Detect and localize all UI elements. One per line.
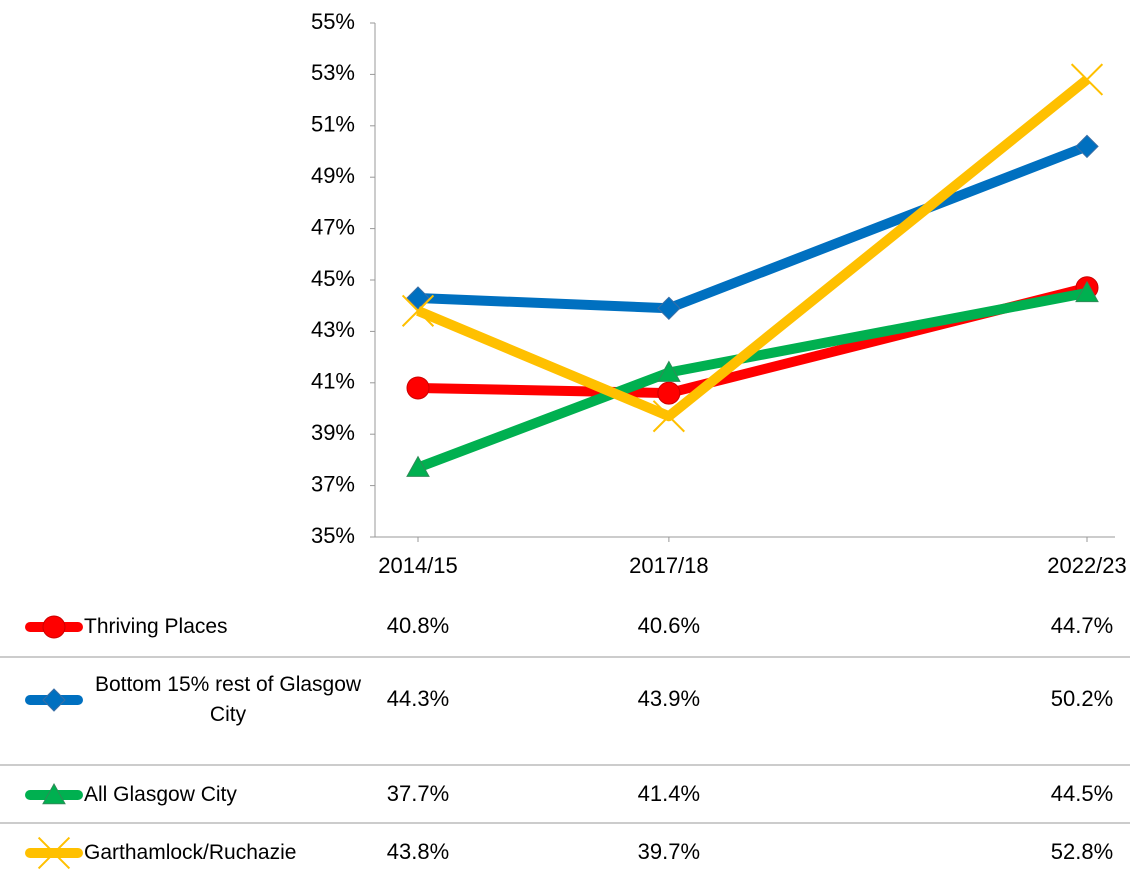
table-value: 52.8% bbox=[1051, 839, 1113, 864]
series-line bbox=[416, 75, 1091, 422]
y-tick-label: 47% bbox=[311, 214, 355, 239]
y-tick-label: 55% bbox=[311, 9, 355, 34]
table-value: 44.3% bbox=[387, 686, 449, 711]
legend-marker bbox=[42, 782, 66, 805]
data-point bbox=[657, 381, 681, 405]
legend-label: Garthamlock/Ruchazie bbox=[84, 841, 297, 864]
legend-marker bbox=[42, 688, 66, 712]
table-value: 41.4% bbox=[638, 781, 700, 806]
series-line bbox=[417, 141, 1089, 314]
legend-label: Bottom 15% rest of Glasgow City bbox=[94, 673, 362, 726]
legend-label: Thriving Places bbox=[84, 615, 228, 638]
table-value: 44.5% bbox=[1051, 781, 1113, 806]
data-point bbox=[401, 294, 435, 327]
data-point bbox=[657, 360, 681, 382]
table-value: 44.7% bbox=[1051, 613, 1113, 638]
x-tick-label: 2022/23 bbox=[1047, 553, 1127, 578]
table-value: 50.2% bbox=[1051, 686, 1113, 711]
table-value: 37.7% bbox=[387, 781, 449, 806]
x-tick-label: 2017/18 bbox=[629, 553, 709, 578]
table-value: 43.8% bbox=[387, 839, 449, 864]
y-tick-label: 41% bbox=[311, 369, 355, 394]
y-tick-label: 45% bbox=[311, 266, 355, 291]
legend-marker bbox=[37, 836, 71, 870]
table-value: 40.6% bbox=[638, 613, 700, 638]
data-point bbox=[406, 286, 430, 310]
y-tick-label: 35% bbox=[311, 523, 355, 548]
y-tick-label: 43% bbox=[311, 317, 355, 342]
y-tick-label: 51% bbox=[311, 112, 355, 137]
legend-marker bbox=[42, 615, 66, 639]
table-value: 40.8% bbox=[387, 613, 449, 638]
data-point bbox=[1075, 134, 1099, 159]
data-point bbox=[652, 400, 685, 433]
x-tick-label: 2014/15 bbox=[378, 553, 458, 578]
series-line bbox=[416, 287, 1088, 473]
legend-label: All Glasgow City bbox=[84, 783, 237, 806]
table-value: 39.7% bbox=[638, 839, 700, 864]
y-tick-label: 37% bbox=[311, 471, 355, 496]
y-tick-label: 39% bbox=[311, 420, 355, 445]
data-point bbox=[406, 455, 430, 477]
data-point bbox=[657, 296, 681, 320]
y-tick-label: 49% bbox=[311, 163, 355, 188]
data-point bbox=[1075, 280, 1099, 303]
y-tick-label: 53% bbox=[311, 60, 355, 85]
table-value: 43.9% bbox=[638, 686, 700, 711]
data-point bbox=[406, 376, 430, 400]
data-point bbox=[1070, 63, 1104, 96]
